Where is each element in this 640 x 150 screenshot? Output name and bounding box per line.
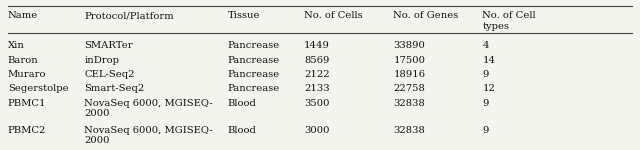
Text: 9: 9 [483, 126, 489, 135]
Text: 3500: 3500 [304, 99, 330, 108]
Text: NovaSeq 6000, MGISEQ-
2000: NovaSeq 6000, MGISEQ- 2000 [84, 99, 213, 118]
Text: 9: 9 [483, 99, 489, 108]
Text: 4: 4 [483, 41, 489, 50]
Text: 2122: 2122 [304, 70, 330, 79]
Text: 22758: 22758 [394, 84, 425, 93]
Text: 3000: 3000 [304, 126, 330, 135]
Text: 1449: 1449 [304, 41, 330, 50]
Text: Name: Name [8, 11, 38, 20]
Text: No. of Genes: No. of Genes [394, 11, 458, 20]
Text: 12: 12 [483, 84, 495, 93]
Text: Protocol/Platform: Protocol/Platform [84, 11, 174, 20]
Text: No. of Cells: No. of Cells [304, 11, 363, 20]
Text: Smart-Seq2: Smart-Seq2 [84, 84, 145, 93]
Text: Blood: Blood [228, 126, 257, 135]
Text: Pancrease: Pancrease [228, 41, 280, 50]
Text: Xin: Xin [8, 41, 24, 50]
Text: Segerstolpe: Segerstolpe [8, 84, 68, 93]
Text: Pancrease: Pancrease [228, 84, 280, 93]
Text: 9: 9 [483, 70, 489, 79]
Text: 17500: 17500 [394, 56, 426, 65]
Text: Pancrease: Pancrease [228, 56, 280, 65]
Text: 14: 14 [483, 56, 495, 65]
Text: inDrop: inDrop [84, 56, 119, 65]
Text: 2133: 2133 [304, 84, 330, 93]
Text: 32838: 32838 [394, 126, 425, 135]
Text: Tissue: Tissue [228, 11, 260, 20]
Text: SMARTer: SMARTer [84, 41, 133, 50]
Text: 32838: 32838 [394, 99, 425, 108]
Text: No. of Cell
types: No. of Cell types [483, 11, 536, 31]
Text: Muraro: Muraro [8, 70, 46, 79]
Text: PBMC1: PBMC1 [8, 99, 46, 108]
Text: NovaSeq 6000, MGISEQ-
2000: NovaSeq 6000, MGISEQ- 2000 [84, 126, 213, 145]
Text: 8569: 8569 [304, 56, 330, 65]
Text: Baron: Baron [8, 56, 38, 65]
Text: Blood: Blood [228, 99, 257, 108]
Text: PBMC2: PBMC2 [8, 126, 46, 135]
Text: 18916: 18916 [394, 70, 426, 79]
Text: Pancrease: Pancrease [228, 70, 280, 79]
Text: 33890: 33890 [394, 41, 425, 50]
Text: CEL-Seq2: CEL-Seq2 [84, 70, 135, 79]
